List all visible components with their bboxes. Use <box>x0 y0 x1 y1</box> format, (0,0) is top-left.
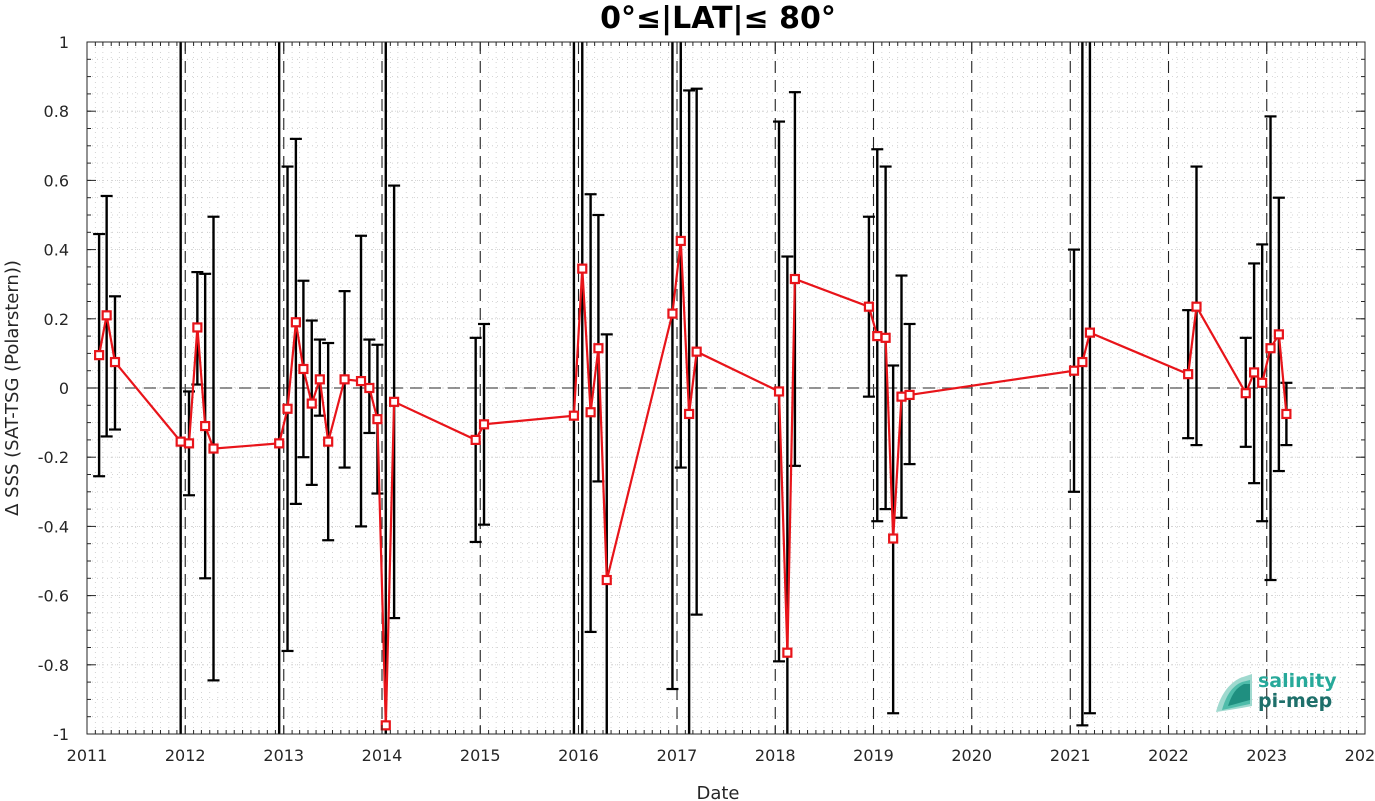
x-tick-labels: 2011 2012 2013 2014 2015 2016 2017 2018 2019 2020… <box>67 746 1375 765</box>
x-tick-label: 2022 <box>1148 746 1189 765</box>
data-point-marker <box>1281 408 1292 420</box>
axis-ticks <box>86 41 1366 735</box>
data-point-marker <box>298 363 309 375</box>
data-point-marker <box>577 263 588 274</box>
data-point-marker <box>568 410 580 421</box>
data-point-marker <box>773 386 785 397</box>
data-point-marker <box>200 420 211 432</box>
y-tick-labels: -1 -0.8 -0.6 -0.4 -0.2 0 0.2 0.4 0.6 0.8 1 <box>38 33 69 744</box>
data-point-marker <box>1191 301 1202 312</box>
series-line <box>98 240 1288 726</box>
data-point-marker <box>601 574 612 586</box>
data-point-marker <box>691 346 702 357</box>
y-tick-label: 1 <box>59 33 69 52</box>
x-tick-label: 2023 <box>1246 746 1287 765</box>
data-point-marker <box>282 403 293 414</box>
data-point-marker <box>1068 365 1080 376</box>
x-tick-label: 2012 <box>165 746 206 765</box>
data-point-marker <box>880 332 891 343</box>
y-axis-label: Δ SSS (SAT-TSG (Polarstern)) <box>2 260 23 516</box>
data-point-marker <box>192 322 203 333</box>
data-point-marker <box>389 396 400 407</box>
data-point-marker <box>1257 377 1268 388</box>
data-point-marker <box>183 438 195 449</box>
data-point-marker <box>585 407 596 418</box>
data-markers <box>94 235 1292 731</box>
data-point-marker <box>782 647 793 658</box>
y-tick-label: 0 <box>59 379 69 398</box>
data-point-marker <box>1273 329 1284 340</box>
y-tick-label: 0.8 <box>44 102 69 121</box>
data-point-marker <box>888 533 899 544</box>
data-point-marker <box>1249 367 1260 378</box>
y-tick-label: -0.4 <box>38 517 69 536</box>
data-point-marker <box>1265 343 1276 354</box>
data-point-marker <box>355 375 367 387</box>
data-point-marker <box>101 310 112 321</box>
x-tick-label: 2018 <box>755 746 796 765</box>
x-tick-label: 2017 <box>657 746 698 765</box>
data-point-marker <box>274 438 285 449</box>
data-point-marker <box>470 434 481 445</box>
y-tick-label: 0.6 <box>44 171 69 190</box>
logo-line-1: salinity <box>1258 670 1337 692</box>
logo-line-2: pi-mep <box>1258 690 1332 712</box>
x-tick-label: 2014 <box>362 746 403 765</box>
data-point-marker <box>290 317 301 328</box>
data-point-marker <box>863 301 875 312</box>
data-point-marker <box>364 382 375 394</box>
data-point-marker <box>380 720 391 731</box>
x-tick-label: 2019 <box>853 746 894 765</box>
data-point-marker <box>872 331 883 342</box>
data-point-marker <box>684 408 695 420</box>
data-point-marker <box>904 389 915 401</box>
data-point-marker <box>175 436 186 447</box>
data-point-marker <box>208 443 219 454</box>
x-tick-label: 2016 <box>558 746 599 765</box>
wave-layers-icon <box>1216 674 1252 712</box>
y-tick-label: -0.8 <box>38 656 69 675</box>
data-point-marker <box>896 391 907 402</box>
data-point-marker <box>323 436 334 447</box>
chart-title: 0°≤|LAT|≤ 80° <box>600 1 836 36</box>
data-point-marker <box>94 350 105 361</box>
data-point-marker <box>314 374 325 385</box>
data-point-marker <box>667 308 678 319</box>
y-tick-label: 0.2 <box>44 310 69 329</box>
y-tick-label: 0.4 <box>44 241 69 260</box>
data-point-marker <box>372 414 383 425</box>
y-tick-label: -0.2 <box>38 448 69 467</box>
salinity-pimep-logo: salinity pi-mep <box>1216 670 1337 712</box>
x-tick-label: 2011 <box>67 746 108 765</box>
x-tick-label: 2020 <box>951 746 992 765</box>
data-point-marker <box>1077 356 1088 368</box>
data-point-marker <box>1240 388 1251 399</box>
data-point-marker <box>339 374 350 385</box>
data-point-marker <box>1183 369 1194 380</box>
x-tick-label: 2024 <box>1345 746 1375 765</box>
data-point-marker <box>478 419 490 430</box>
data-point-marker <box>109 356 121 368</box>
data-point-marker <box>593 343 604 354</box>
data-point-marker <box>1084 327 1096 338</box>
data-point-marker <box>789 273 801 285</box>
x-axis-label: Date <box>696 783 739 801</box>
y-tick-label: -1 <box>53 725 69 744</box>
data-point-marker <box>306 398 317 409</box>
x-tick-label: 2021 <box>1050 746 1091 765</box>
x-tick-label: 2013 <box>263 746 304 765</box>
x-tick-label: 2015 <box>460 746 501 765</box>
data-point-marker <box>675 235 686 247</box>
y-tick-label: -0.6 <box>38 587 69 606</box>
